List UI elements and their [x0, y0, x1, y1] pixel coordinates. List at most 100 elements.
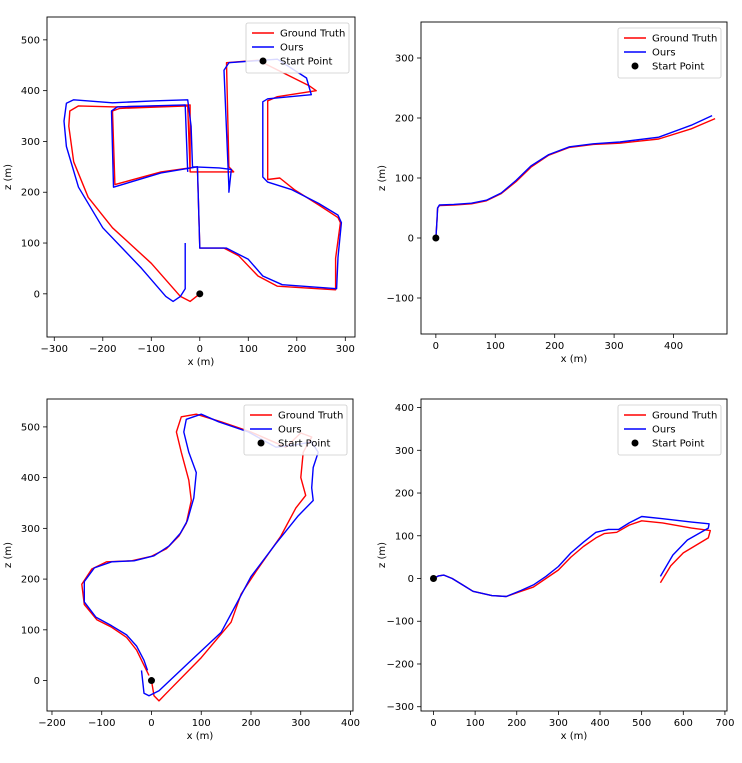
y-tick-label: −100: [387, 294, 414, 305]
legend-label: Start Point: [652, 62, 705, 73]
y-tick-label: 500: [21, 422, 40, 433]
y-axis-label: z (m): [377, 165, 388, 191]
legend-marker-start-point: [631, 439, 639, 447]
x-tick-label: 0: [197, 344, 203, 355]
legend-marker-start-point: [257, 439, 265, 447]
x-tick-label: −200: [89, 344, 116, 355]
x-tick-label: 100: [486, 341, 505, 352]
legend-label: Ours: [280, 43, 304, 54]
axes-frame: [420, 398, 728, 712]
legend-label: Ours: [652, 425, 676, 436]
x-tick-label: 400: [590, 718, 609, 729]
series-line-ground-truth: [81, 413, 313, 702]
y-tick-label: 300: [395, 446, 414, 457]
y-axis-label: z (m): [3, 164, 14, 190]
y-tick-label: −300: [387, 702, 414, 713]
x-axis-label: x (m): [187, 731, 214, 742]
x-tick-label: 200: [287, 344, 306, 355]
x-tick-label: 200: [241, 718, 260, 729]
series-line-ours: [435, 114, 713, 239]
series-line-ours: [63, 58, 343, 303]
legend-marker-start-point: [631, 62, 639, 70]
legend: Ground Truth Ours Start Point: [245, 22, 350, 74]
legend-box: [617, 27, 722, 79]
start-point-marker: [429, 575, 437, 583]
chart-panel-1: −300 −200 −100 0 100 200 300 0 100 200 300 400 500 x …: [3, 16, 356, 368]
x-tick-label: 0: [433, 341, 439, 352]
y-tick-label: 100: [395, 531, 414, 542]
legend-label: Ours: [278, 425, 302, 436]
y-tick-label: 0: [408, 574, 414, 585]
y-tick-label: 300: [395, 54, 414, 65]
x-tick-label: −200: [38, 718, 65, 729]
legend-box: [245, 22, 350, 74]
x-tick-label: 500: [632, 718, 651, 729]
axes-frame: [46, 398, 354, 712]
legend: Ground Truth Ours Start Point: [617, 404, 722, 456]
y-tick-label: 0: [34, 289, 40, 300]
y-tick-label: 100: [395, 174, 414, 185]
x-axis-label: x (m): [561, 354, 588, 365]
legend-box: [243, 404, 348, 456]
x-tick-label: 400: [664, 341, 683, 352]
x-tick-label: 0: [148, 718, 154, 729]
y-tick-label: 200: [21, 575, 40, 586]
legend-label: Start Point: [652, 439, 705, 450]
x-tick-label: 400: [341, 718, 360, 729]
y-tick-label: 500: [21, 35, 40, 46]
x-tick-label: 600: [674, 718, 693, 729]
y-tick-label: 0: [408, 234, 414, 245]
x-tick-label: 700: [715, 718, 734, 729]
x-tick-label: 300: [291, 718, 310, 729]
series-line-ground-truth: [433, 520, 711, 598]
chart-panel-3: −200 −100 0 100 200 300 400 0 100 200 300 400 500 x (…: [3, 398, 360, 742]
chart-panel-2: 0 100 200 300 400 −100 0 100 200 300 x (m) z (m) Gro…: [377, 21, 728, 365]
legend-marker-start-point: [259, 57, 267, 65]
legend-label: Start Point: [278, 439, 331, 450]
x-tick-label: 300: [549, 718, 568, 729]
x-axis-label: x (m): [188, 357, 215, 368]
legend-label: Ground Truth: [280, 29, 345, 40]
x-tick-label: 200: [545, 341, 564, 352]
legend-label: Ground Truth: [278, 411, 343, 422]
y-tick-label: 200: [395, 489, 414, 500]
y-tick-label: −200: [387, 659, 414, 670]
y-axis-label: z (m): [3, 542, 14, 568]
x-tick-label: 0: [430, 718, 436, 729]
start-point-marker: [432, 234, 440, 242]
chart-panel-4: 0 100 200 300 400 500 600 700 −300 −200 −100 0 100 20…: [377, 398, 734, 742]
legend-label: Ours: [652, 48, 676, 59]
legend-label: Start Point: [280, 57, 333, 68]
axes-frame: [46, 16, 356, 338]
legend-label: Ground Truth: [652, 411, 717, 422]
y-tick-label: 200: [395, 114, 414, 125]
x-axis-label: x (m): [561, 731, 588, 742]
y-tick-label: −100: [387, 617, 414, 628]
y-tick-label: 100: [21, 625, 40, 636]
x-tick-label: −100: [88, 718, 115, 729]
y-tick-label: 100: [21, 239, 40, 250]
y-tick-label: 400: [21, 473, 40, 484]
x-tick-label: 100: [192, 718, 211, 729]
x-tick-label: 100: [239, 344, 258, 355]
series-line-ours: [83, 413, 319, 697]
start-point-marker: [147, 677, 155, 685]
x-tick-label: 300: [605, 341, 624, 352]
legend-box: [617, 404, 722, 456]
y-tick-label: 400: [395, 403, 414, 414]
y-tick-label: 0: [34, 676, 40, 687]
y-tick-label: 300: [21, 137, 40, 148]
x-tick-label: 300: [336, 344, 355, 355]
y-tick-label: 300: [21, 524, 40, 535]
y-tick-label: 400: [21, 86, 40, 97]
legend: Ground Truth Ours Start Point: [243, 404, 348, 456]
y-axis-label: z (m): [377, 542, 388, 568]
legend: Ground Truth Ours Start Point: [617, 27, 722, 79]
y-tick-label: 200: [21, 188, 40, 199]
x-tick-label: −100: [138, 344, 165, 355]
start-point-marker: [196, 290, 204, 298]
series-line-ours: [433, 515, 710, 598]
legend-label: Ground Truth: [652, 34, 717, 45]
series-line-ground-truth: [435, 117, 716, 239]
